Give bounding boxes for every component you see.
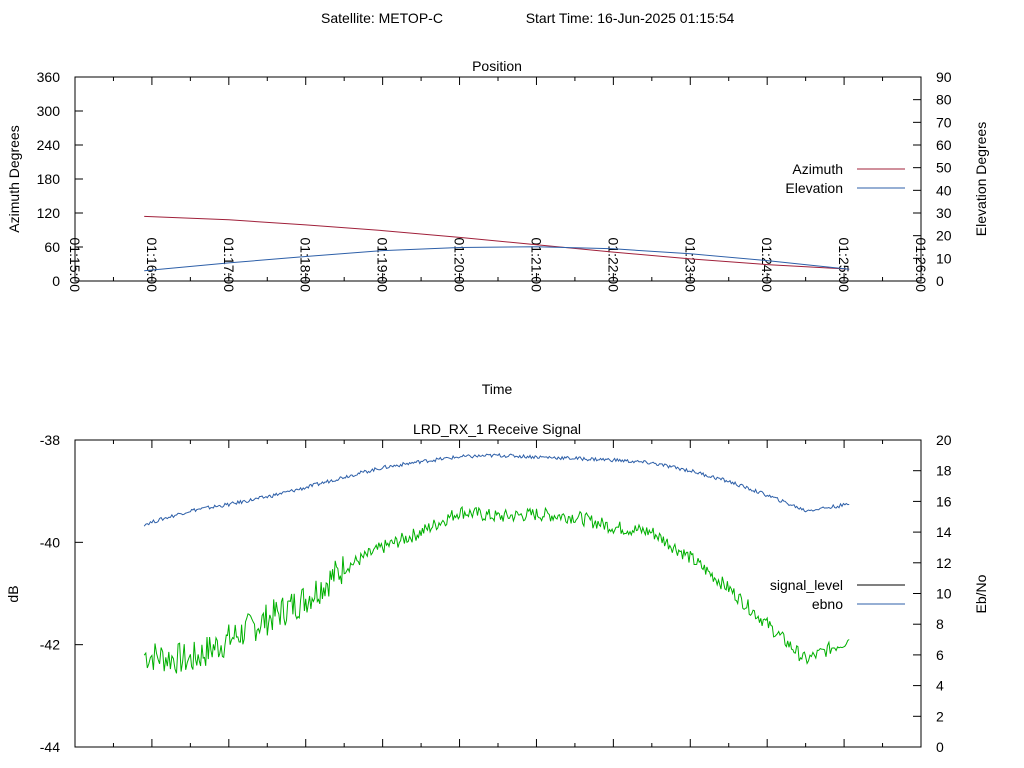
position-chart: Position Time Azimuth Degrees Elevation … bbox=[6, 58, 989, 397]
y2-tick-label: 60 bbox=[936, 137, 952, 153]
y-tick-label: 120 bbox=[37, 205, 61, 221]
y2-tick-label: 0 bbox=[936, 739, 944, 755]
y2-tick-label: 50 bbox=[936, 160, 952, 176]
x-tick-label: 01:20:00 bbox=[452, 238, 468, 293]
y2-tick-label: 6 bbox=[936, 647, 944, 663]
y2-tick-label: 30 bbox=[936, 205, 952, 221]
position-plot-frame bbox=[74, 76, 922, 282]
y-tick-label: -40 bbox=[40, 534, 60, 550]
y-tick-label: 240 bbox=[37, 137, 61, 153]
y2-tick-label: 8 bbox=[936, 616, 944, 632]
satellite-label: Satellite: METOP-C bbox=[321, 10, 443, 26]
y2-tick-label: 12 bbox=[936, 555, 952, 571]
receive-signal-y-axis-label: dB bbox=[5, 585, 21, 602]
series-line-azimuth bbox=[144, 215, 850, 270]
y2-tick-label: 70 bbox=[936, 114, 952, 130]
receive-signal-chart-title: LRD_RX_1 Receive Signal bbox=[413, 421, 581, 437]
y2-tick-label: 10 bbox=[936, 250, 952, 266]
x-tick-label: 01:21:00 bbox=[528, 238, 544, 293]
y2-tick-label: 0 bbox=[936, 273, 944, 289]
y2-tick-label: 90 bbox=[936, 69, 952, 85]
legend-azimuth-label: Azimuth bbox=[792, 161, 843, 177]
y2-tick-label: 4 bbox=[936, 678, 944, 694]
x-tick-label: 01:17:00 bbox=[221, 238, 237, 293]
start-time-label: Start Time: 16-Jun-2025 01:15:54 bbox=[526, 10, 735, 26]
receive-signal-plot-frame bbox=[74, 439, 922, 748]
position-x-axis-label: Time bbox=[482, 381, 513, 397]
series-line-signal-level bbox=[143, 505, 850, 674]
position-chart-title: Position bbox=[472, 58, 522, 74]
position-y-axis-label: Azimuth Degrees bbox=[6, 125, 22, 232]
legend-signal-level-label: signal_level bbox=[770, 577, 843, 593]
x-tick-label: 01:19:00 bbox=[375, 238, 391, 293]
y-tick-label: 180 bbox=[37, 171, 61, 187]
y2-tick-label: 2 bbox=[936, 708, 944, 724]
legend-ebno-label: ebno bbox=[812, 596, 843, 612]
y-tick-label: -44 bbox=[40, 739, 60, 755]
y2-tick-label: 18 bbox=[936, 463, 952, 479]
y-tick-label: 60 bbox=[44, 239, 60, 255]
y2-tick-label: 20 bbox=[936, 228, 952, 244]
receive-signal-chart: LRD_RX_1 Receive Signal dB Eb/No signal_… bbox=[5, 421, 989, 755]
y-tick-label: 360 bbox=[37, 69, 61, 85]
y2-tick-label: 20 bbox=[936, 432, 952, 448]
x-tick-label: 01:15:00 bbox=[67, 238, 83, 293]
x-tick-label: 01:25:00 bbox=[836, 238, 852, 293]
receive-signal-y2-axis-label: Eb/No bbox=[973, 574, 989, 613]
y2-tick-label: 80 bbox=[936, 92, 952, 108]
legend-elevation-label: Elevation bbox=[785, 180, 843, 196]
x-tick-label: 01:26:00 bbox=[913, 238, 929, 293]
x-tick-label: 01:22:00 bbox=[605, 238, 621, 293]
series-line-ebno bbox=[143, 452, 850, 527]
y-tick-label: -38 bbox=[40, 432, 60, 448]
series-line-elevation bbox=[144, 246, 850, 272]
y-tick-label: 300 bbox=[37, 103, 61, 119]
position-y2-axis-label: Elevation Degrees bbox=[973, 122, 989, 236]
y-tick-label: 0 bbox=[52, 273, 60, 289]
y2-tick-label: 40 bbox=[936, 182, 952, 198]
y-tick-label: -42 bbox=[40, 637, 60, 653]
y2-tick-label: 16 bbox=[936, 493, 952, 509]
y2-tick-label: 14 bbox=[936, 524, 952, 540]
x-tick-label: 01:18:00 bbox=[298, 238, 314, 293]
x-tick-label: 01:23:00 bbox=[682, 238, 698, 293]
y2-tick-label: 10 bbox=[936, 586, 952, 602]
x-tick-label: 01:16:00 bbox=[144, 238, 160, 293]
